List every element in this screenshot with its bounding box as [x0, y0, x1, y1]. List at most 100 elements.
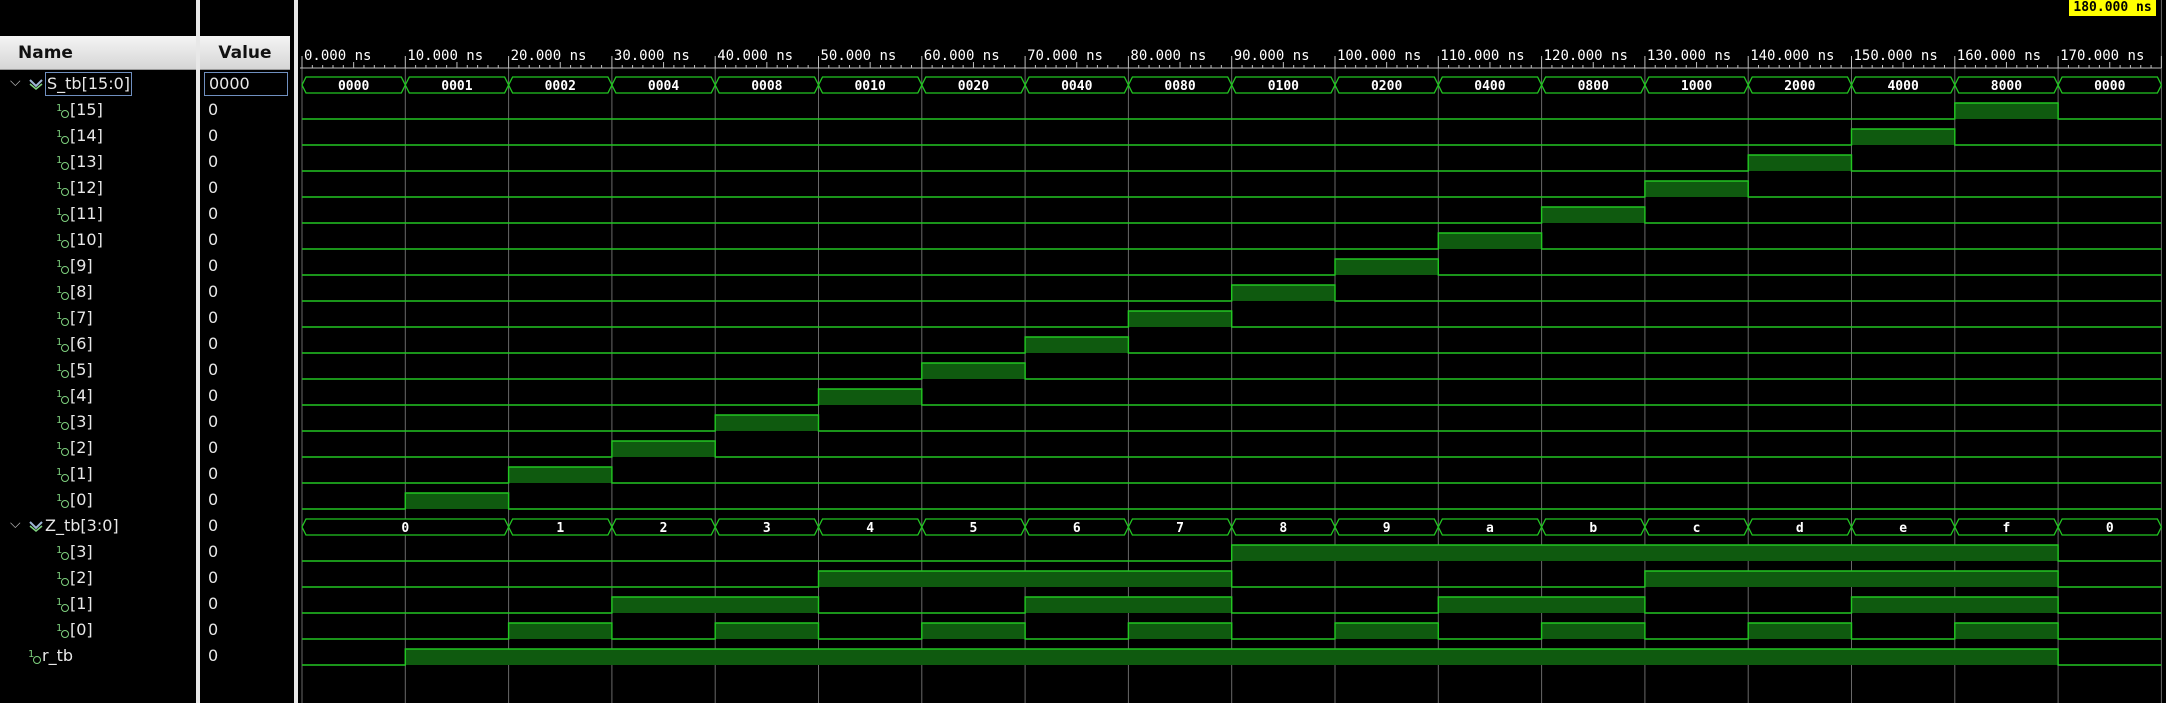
- signal-value-panel: Value 0000 0 0 0 0 0 0 0 0 0 0 0 0 0 0 0 0 0 0 0 0 0 0: [200, 0, 290, 703]
- signal-value[interactable]: 0: [208, 646, 219, 665]
- bus-segment-value: 0040: [1061, 79, 1092, 94]
- signal-value[interactable]: 0: [208, 594, 219, 613]
- bit-trace: [302, 310, 2162, 328]
- signal-row[interactable]: 1 [1]: [0, 461, 196, 487]
- signal-value[interactable]: 0: [208, 464, 219, 483]
- signal-value[interactable]: 0: [208, 204, 219, 223]
- waveform-canvas[interactable]: 0.000 ns 10.000 ns 20.000 ns 30.000 ns 40.00…: [300, 0, 2166, 703]
- bit-trace: [302, 388, 2162, 406]
- bit-high-fill: [1025, 597, 1232, 613]
- bit-high-fill: [1335, 623, 1439, 639]
- bit-high-fill: [1128, 311, 1232, 327]
- signal-row[interactable]: 1 [15]: [0, 97, 196, 123]
- signal-value[interactable]: 0: [208, 256, 219, 275]
- waveform-row: [302, 388, 2162, 406]
- waveform-row: [302, 596, 2162, 614]
- bit-high-fill: [1954, 103, 2059, 119]
- signal-row[interactable]: 1 r_tb: [0, 643, 196, 669]
- signal-row[interactable]: 1 [0]: [0, 617, 196, 643]
- signal-row[interactable]: 1 [12]: [0, 175, 196, 201]
- bus-segment-value: 0800: [1578, 79, 1609, 94]
- signal-row[interactable]: 1 [5]: [0, 357, 196, 383]
- bit-high-fill: [1748, 155, 1852, 171]
- signal-row[interactable]: 1 [14]: [0, 123, 196, 149]
- chevron-down-icon[interactable]: ⌵: [10, 516, 21, 532]
- signal-row[interactable]: ⌵ S_tb[15:0]: [0, 71, 196, 97]
- signal-row[interactable]: 1 [8]: [0, 279, 196, 305]
- signal-value[interactable]: 0: [208, 126, 219, 145]
- signal-row[interactable]: 1 [3]: [0, 409, 196, 435]
- bit-trace: [302, 102, 2162, 120]
- value-column-header[interactable]: Value: [200, 36, 290, 70]
- bit-high-fill: [1335, 259, 1439, 275]
- signal-row[interactable]: 1 [11]: [0, 201, 196, 227]
- name-value-splitter[interactable]: [196, 0, 200, 703]
- signal-value[interactable]: 0000: [204, 72, 288, 96]
- signal-value[interactable]: 0: [208, 360, 219, 379]
- bus-segment-value: 0020: [958, 79, 989, 94]
- bit-icon: 1: [56, 337, 69, 352]
- signal-value[interactable]: 0: [208, 490, 219, 509]
- signal-value[interactable]: 0: [208, 412, 219, 431]
- name-column-header[interactable]: Name: [0, 36, 196, 70]
- bit-high-fill: [1231, 285, 1335, 301]
- waveform-row: [302, 154, 2162, 172]
- signal-value[interactable]: 0: [208, 152, 219, 171]
- signal-name: [14]: [70, 126, 103, 145]
- waveform-row: [302, 232, 2162, 250]
- signal-row[interactable]: 1 [9]: [0, 253, 196, 279]
- signal-name: [0]: [70, 620, 93, 639]
- signal-value[interactable]: 0: [208, 334, 219, 353]
- signal-name: S_tb[15:0]: [45, 72, 132, 96]
- bit-icon: 1: [56, 389, 69, 404]
- signal-value[interactable]: 0: [208, 282, 219, 301]
- signal-value[interactable]: 0: [208, 230, 219, 249]
- bit-high-fill: [1644, 181, 1749, 197]
- signal-row[interactable]: 1 [0]: [0, 487, 196, 513]
- cursor-time-label: 180.000 ns: [2069, 0, 2156, 16]
- waveform-row: [302, 466, 2162, 484]
- signal-row[interactable]: 1 [3]: [0, 539, 196, 565]
- signal-name: Z_tb[3:0]: [45, 516, 119, 535]
- bit-trace: [302, 570, 2162, 588]
- bus-segment-value: 1000: [1681, 79, 1712, 94]
- signal-name: [2]: [70, 438, 93, 457]
- signal-row[interactable]: ⌵ Z_tb[3:0]: [0, 513, 196, 539]
- waveform-row: [302, 336, 2162, 354]
- bit-icon: 1: [56, 233, 69, 248]
- signal-name: [0]: [70, 490, 93, 509]
- value-wave-splitter[interactable]: [294, 0, 298, 703]
- bus-segment-value: 0400: [1474, 79, 1505, 94]
- bit-high-fill: [1541, 207, 1645, 223]
- signal-row[interactable]: 1 [4]: [0, 383, 196, 409]
- signal-value[interactable]: 0: [208, 516, 219, 535]
- bit-high-fill: [1851, 129, 1955, 145]
- bus-segment-value: 0010: [854, 79, 885, 94]
- bus-segment-value: 1: [556, 521, 564, 536]
- signal-row[interactable]: 1 [10]: [0, 227, 196, 253]
- bit-high-fill: [1851, 597, 2059, 613]
- bus-segment-value: a: [1486, 521, 1494, 536]
- signal-value[interactable]: 0: [208, 542, 219, 561]
- signal-value[interactable]: 0: [208, 178, 219, 197]
- signal-name: [1]: [70, 464, 93, 483]
- signal-name-panel: Name ⌵ S_tb[15:0] 1 [15] 1 [14] 1 [13] 1 [12] 1 [11…: [0, 0, 196, 703]
- waveform-row: 0 1 2 3 4 5 6 7 8 9 a b c d e f 0: [301, 518, 2163, 536]
- signal-row[interactable]: 1 [2]: [0, 565, 196, 591]
- signal-row[interactable]: 1 [2]: [0, 435, 196, 461]
- signal-row[interactable]: 1 [13]: [0, 149, 196, 175]
- bus-segment-value: 8000: [1991, 79, 2022, 94]
- signal-value[interactable]: 0: [208, 438, 219, 457]
- signal-value[interactable]: 0: [208, 386, 219, 405]
- signal-row[interactable]: 1 [7]: [0, 305, 196, 331]
- timeline-tick-label: 80.000 ns: [1130, 48, 1206, 64]
- signal-value[interactable]: 0: [208, 100, 219, 119]
- signal-value[interactable]: 0: [208, 308, 219, 327]
- chevron-down-icon[interactable]: ⌵: [10, 74, 21, 90]
- signal-name: [11]: [70, 204, 103, 223]
- signal-value[interactable]: 0: [208, 568, 219, 587]
- signal-row[interactable]: 1 [6]: [0, 331, 196, 357]
- signal-row[interactable]: 1 [1]: [0, 591, 196, 617]
- signal-value[interactable]: 0: [208, 620, 219, 639]
- bit-icon: 1: [56, 571, 69, 586]
